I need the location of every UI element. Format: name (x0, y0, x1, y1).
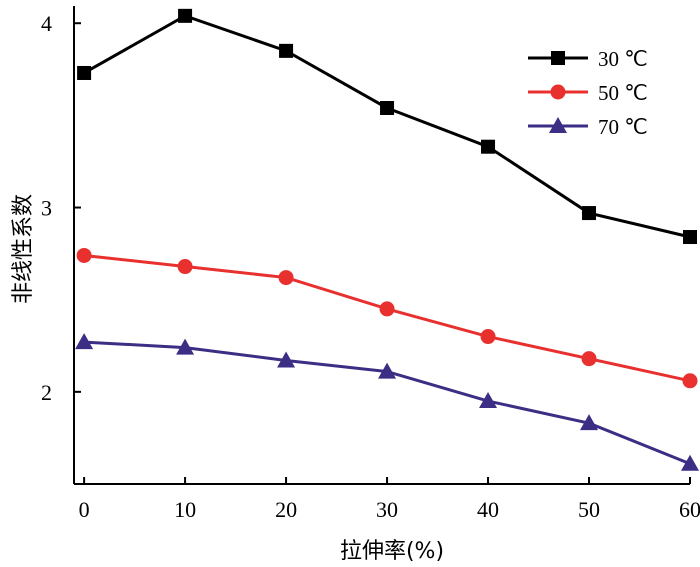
data-point (681, 454, 699, 471)
data-point (481, 139, 496, 154)
data-point (277, 351, 296, 368)
x-tick-label: 50 (578, 497, 600, 522)
x-tick-label: 10 (174, 497, 196, 522)
series-1 (77, 8, 697, 245)
y-tick-label: 4 (41, 11, 52, 36)
legend-label: 50 ℃ (598, 81, 648, 105)
legend-item: 70 ℃ (528, 115, 648, 139)
series-line (83, 253, 691, 383)
data-point (682, 373, 698, 389)
ticks: 0 10 20 30 40 50 60 2 3 4 (41, 11, 700, 522)
data-point (178, 8, 193, 23)
data-point (582, 206, 597, 221)
series-2 (76, 247, 698, 389)
x-tick-label: 0 (79, 497, 90, 522)
x-tick-label: 60 (679, 497, 700, 522)
legend-item: 50 ℃ (528, 81, 648, 105)
x-axis-title: 拉伸率(%) (340, 539, 444, 564)
legend-marker (550, 84, 566, 100)
data-point (279, 43, 294, 58)
series-layer (75, 8, 699, 471)
legend-item: 30 ℃ (528, 47, 648, 71)
axes (73, 6, 690, 485)
data-point (77, 65, 92, 80)
data-point (480, 329, 496, 345)
legend-label: 30 ℃ (598, 47, 648, 71)
data-point (580, 414, 599, 431)
y-axis-title: 非线性系数 (11, 194, 36, 304)
legend-label: 70 ℃ (598, 115, 648, 139)
y-tick-label: 2 (41, 380, 52, 405)
data-point (177, 259, 193, 275)
legend: 30 ℃ 50 ℃ 70 ℃ (528, 47, 648, 139)
data-point (380, 101, 395, 115)
x-tick-label: 40 (477, 497, 499, 522)
x-tick-label: 30 (376, 497, 398, 522)
legend-marker (549, 117, 567, 133)
data-point (683, 230, 697, 245)
data-point (479, 392, 498, 409)
data-point (176, 338, 195, 355)
data-point (76, 247, 92, 263)
data-point (379, 301, 395, 317)
data-point (278, 270, 294, 286)
legend-marker (551, 51, 565, 65)
data-point (75, 333, 94, 350)
y-tick-label: 3 (41, 196, 52, 221)
x-tick-label: 20 (275, 497, 297, 522)
series-3 (75, 333, 699, 471)
data-point (581, 351, 597, 367)
data-point (378, 362, 397, 379)
